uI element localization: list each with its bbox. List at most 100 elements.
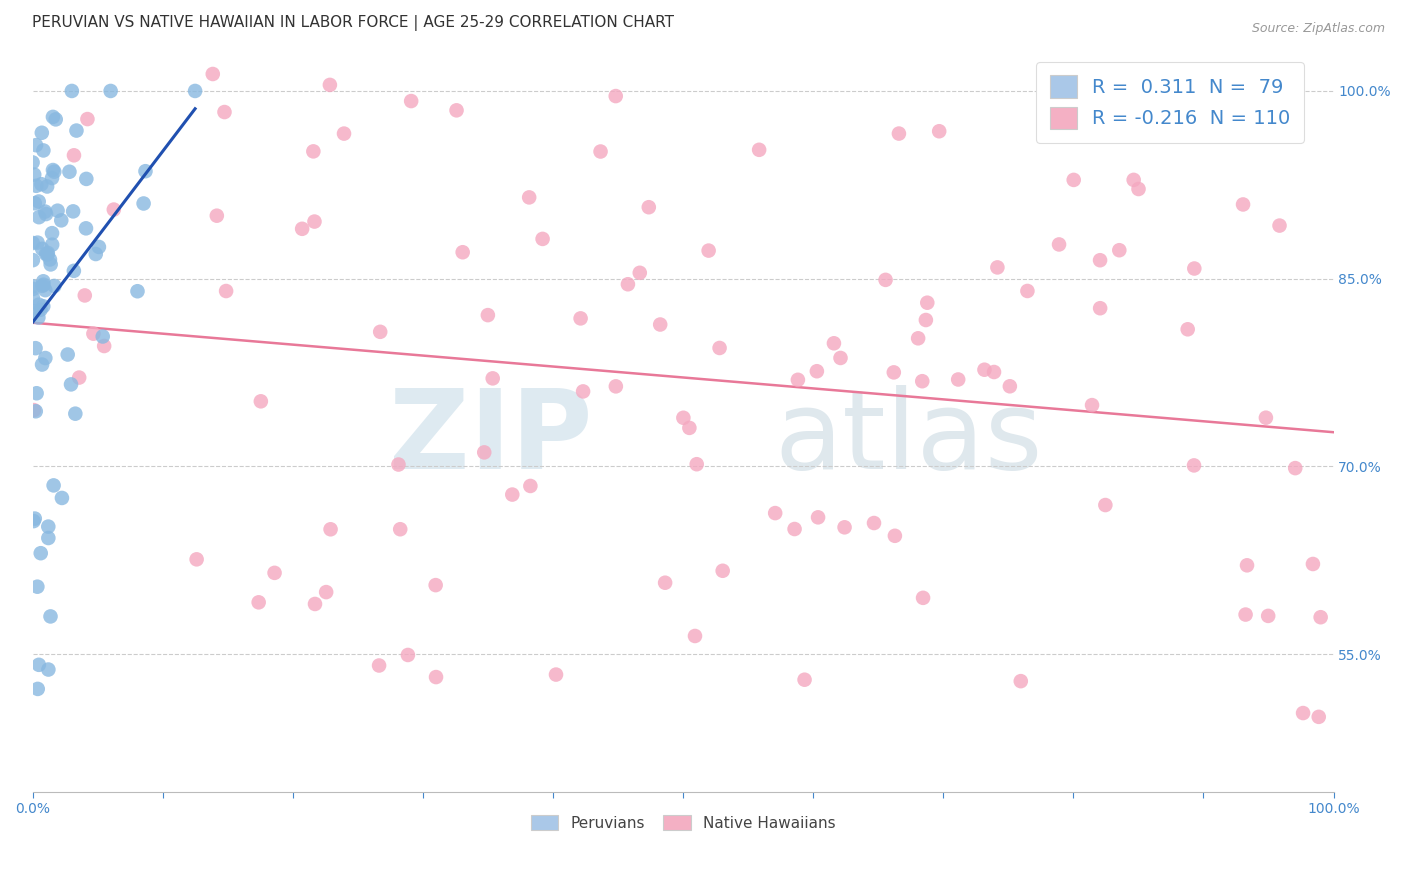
Point — [32, 144, 55, 158]
Point — [531, 232, 554, 246]
Point — [823, 336, 845, 351]
Point — [446, 103, 468, 118]
Point — [425, 670, 447, 684]
Point — [396, 648, 419, 662]
Point — [27, 681, 49, 696]
Point — [24, 404, 46, 418]
Point — [35, 247, 58, 261]
Point — [1088, 253, 1111, 268]
Point — [544, 667, 567, 681]
Point — [247, 595, 270, 609]
Point — [41, 171, 63, 186]
Point — [572, 384, 595, 399]
Point — [451, 245, 474, 260]
Point — [1108, 244, 1130, 258]
Point — [654, 575, 676, 590]
Point — [319, 78, 342, 92]
Point — [501, 487, 523, 501]
Point — [1236, 558, 1258, 573]
Point — [76, 112, 98, 126]
Point — [28, 657, 51, 672]
Point — [60, 84, 83, 98]
Point — [783, 522, 806, 536]
Point — [425, 578, 447, 592]
Point — [32, 277, 55, 292]
Legend: Peruvians, Native Hawaiians: Peruvians, Native Hawaiians — [524, 809, 842, 837]
Point — [24, 341, 46, 355]
Point — [34, 283, 56, 297]
Point — [946, 372, 969, 386]
Point — [37, 179, 59, 194]
Point — [27, 310, 49, 325]
Point — [672, 410, 695, 425]
Point — [917, 295, 939, 310]
Point — [21, 291, 44, 305]
Point — [56, 347, 79, 361]
Point — [807, 510, 830, 524]
Point — [291, 222, 314, 236]
Point — [63, 264, 86, 278]
Point — [1257, 608, 1279, 623]
Point — [62, 204, 84, 219]
Point — [75, 172, 97, 186]
Point — [637, 200, 659, 214]
Point — [24, 511, 46, 525]
Point — [35, 207, 58, 221]
Point — [45, 112, 67, 127]
Point — [304, 214, 326, 228]
Point — [65, 123, 87, 137]
Point — [205, 209, 228, 223]
Point — [22, 282, 45, 296]
Point — [697, 244, 720, 258]
Point — [37, 246, 59, 260]
Point — [1010, 674, 1032, 689]
Point — [605, 379, 627, 393]
Point — [28, 194, 51, 209]
Point — [1284, 461, 1306, 475]
Point — [907, 331, 929, 345]
Point — [22, 514, 45, 528]
Point — [389, 522, 412, 536]
Point — [51, 213, 73, 227]
Point — [42, 163, 65, 178]
Text: Source: ZipAtlas.com: Source: ZipAtlas.com — [1251, 22, 1385, 36]
Point — [28, 210, 51, 224]
Point — [368, 658, 391, 673]
Point — [60, 377, 83, 392]
Point — [51, 491, 73, 505]
Point — [1268, 219, 1291, 233]
Point — [589, 145, 612, 159]
Point — [1254, 410, 1277, 425]
Point — [24, 196, 46, 211]
Point — [883, 529, 905, 543]
Point — [30, 302, 52, 317]
Point — [1309, 610, 1331, 624]
Point — [28, 298, 51, 312]
Text: atlas: atlas — [775, 385, 1043, 492]
Point — [763, 506, 786, 520]
Point — [806, 364, 828, 378]
Point — [84, 247, 107, 261]
Point — [30, 546, 52, 560]
Point — [127, 285, 149, 299]
Point — [333, 127, 356, 141]
Point — [37, 663, 59, 677]
Point — [686, 457, 709, 471]
Point — [215, 284, 238, 298]
Point — [1182, 261, 1205, 276]
Point — [75, 221, 97, 235]
Point — [82, 326, 104, 341]
Point — [319, 522, 342, 536]
Point — [186, 552, 208, 566]
Point — [519, 479, 541, 493]
Point — [21, 279, 44, 293]
Point — [184, 84, 207, 98]
Point — [22, 403, 45, 417]
Point — [21, 235, 44, 250]
Point — [22, 168, 45, 182]
Point — [998, 379, 1021, 393]
Point — [32, 299, 55, 313]
Point — [605, 89, 627, 103]
Point — [65, 407, 87, 421]
Point — [304, 597, 326, 611]
